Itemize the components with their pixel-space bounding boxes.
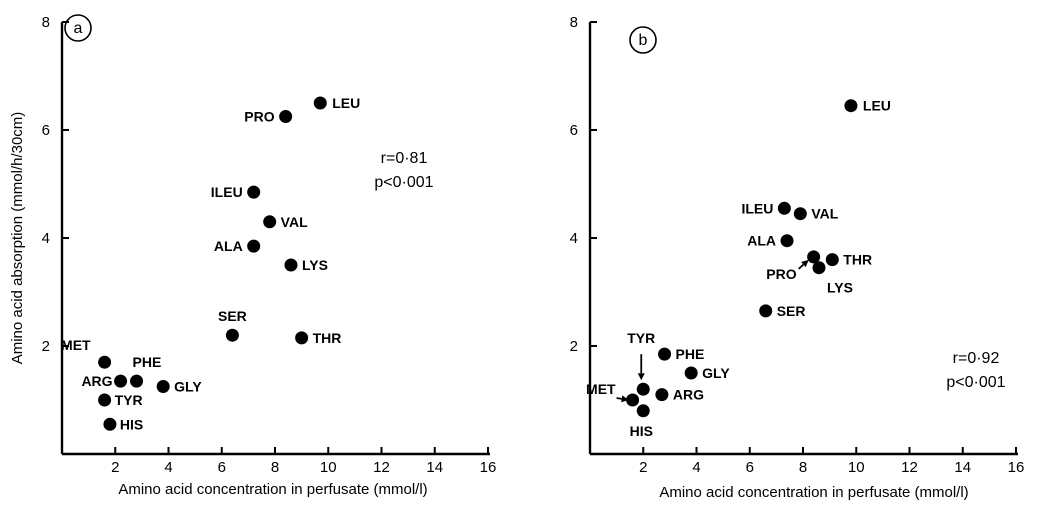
point-ileu-label: ILEU <box>211 184 243 200</box>
point-ala <box>780 234 794 248</box>
point-val-label: VAL <box>811 206 838 222</box>
point-val <box>263 215 277 229</box>
point-tyr <box>636 382 650 396</box>
x-tick-label: 16 <box>480 459 497 476</box>
x-tick-label: 14 <box>426 459 443 476</box>
point-arg-label: ARG <box>81 373 112 389</box>
point-lys <box>812 261 826 275</box>
arrow-met-head <box>621 395 629 403</box>
point-tyr <box>98 393 112 407</box>
point-gly <box>684 366 698 380</box>
arrow-tyr-head <box>637 373 645 381</box>
point-arg <box>655 388 669 402</box>
x-tick-label: 4 <box>164 459 172 476</box>
stats-annotation: p<0·001 <box>374 174 433 191</box>
point-ser <box>759 304 773 318</box>
point-pro-label: PRO <box>244 109 274 125</box>
panel-label: a <box>74 20 83 37</box>
point-his <box>636 404 650 418</box>
point-phe <box>658 347 672 361</box>
x-axis-label: Amino acid concentration in perfusate (m… <box>659 484 968 501</box>
point-pro <box>279 110 293 123</box>
stats-annotation: p<0·001 <box>946 374 1005 391</box>
point-arg <box>114 374 128 388</box>
point-phe-label: PHE <box>133 354 162 370</box>
point-tyr-label: TYR <box>115 392 143 408</box>
x-tick-label: 2 <box>639 459 647 476</box>
point-thr-label: THR <box>843 252 872 268</box>
panel-a: 2 4 6 8 2 4 6 8 10 12 14 16 Amino acid concentration… <box>9 14 496 498</box>
x-tick-label: 14 <box>954 459 971 476</box>
point-met-label: MET <box>586 381 616 397</box>
point-leu <box>844 99 858 113</box>
y-tick-label: 8 <box>570 14 578 31</box>
point-gly-label: GLY <box>174 379 202 395</box>
y-tick-label: 8 <box>42 14 50 31</box>
x-axis-label: Amino acid concentration in perfusate (m… <box>118 481 427 498</box>
point-val-label: VAL <box>281 214 308 230</box>
point-met <box>626 393 640 407</box>
point-pro-label: PRO <box>766 266 796 282</box>
point-met <box>98 355 112 369</box>
x-tick-label: 4 <box>692 459 700 476</box>
y-tick-label: 6 <box>42 122 50 139</box>
y-tick-label: 4 <box>42 230 50 247</box>
point-leu-label: LEU <box>332 95 360 111</box>
point-thr <box>825 253 839 267</box>
x-tick-label: 10 <box>848 459 865 476</box>
x-tick-label: 2 <box>111 459 119 476</box>
point-val <box>793 207 807 221</box>
point-thr <box>295 331 309 345</box>
point-met-label: MET <box>61 337 91 353</box>
x-tick-label: 6 <box>746 459 754 476</box>
point-ileu <box>777 201 791 215</box>
y-tick-label: 2 <box>570 338 578 355</box>
point-phe <box>130 374 144 388</box>
point-his-label: HIS <box>630 423 653 439</box>
point-his-label: HIS <box>120 416 143 432</box>
arrow-pro-shaft <box>798 263 805 270</box>
x-tick-label: 12 <box>901 459 918 476</box>
stats-annotation: r=0·81 <box>381 150 428 167</box>
point-lys-label: LYS <box>827 280 853 296</box>
point-ala-label: ALA <box>214 238 243 254</box>
y-tick-label: 2 <box>42 338 50 355</box>
point-ala <box>247 239 261 253</box>
panel-label-circle <box>629 26 657 54</box>
point-thr-label: THR <box>313 330 342 346</box>
y-tick-label: 6 <box>570 122 578 139</box>
panel-label-circle <box>64 14 92 42</box>
point-gly <box>156 380 170 393</box>
point-leu <box>313 96 327 110</box>
x-tick-label: 12 <box>373 459 390 476</box>
point-ileu-label: ILEU <box>741 200 773 216</box>
x-tick-label: 8 <box>271 459 279 476</box>
arrow-met-shaft <box>616 397 622 400</box>
point-tyr-label: TYR <box>627 330 655 346</box>
point-ser <box>225 328 239 342</box>
arrow-pro-head <box>801 259 809 268</box>
panel-b: 2 4 6 8 2 4 6 8 10 12 14 16 Amino acid concentration… <box>570 14 1025 501</box>
point-ala-label: ALA <box>747 233 776 249</box>
point-ser-label: SER <box>218 308 247 324</box>
point-ser-label: SER <box>777 303 806 319</box>
point-his <box>103 417 117 431</box>
point-arg-label: ARG <box>673 387 704 403</box>
x-tick-label: 16 <box>1008 459 1025 476</box>
x-tick-label: 10 <box>320 459 337 476</box>
x-tick-label: 6 <box>218 459 226 476</box>
panel-label: b <box>639 32 648 49</box>
x-tick-label: 8 <box>799 459 807 476</box>
y-tick-label: 4 <box>570 230 578 247</box>
stats-annotation: r=0·92 <box>953 350 1000 367</box>
point-ileu <box>247 185 261 199</box>
point-lys <box>284 258 298 272</box>
point-leu-label: LEU <box>863 98 891 114</box>
point-gly-label: GLY <box>702 365 730 381</box>
point-lys-label: LYS <box>302 257 328 273</box>
point-pro <box>807 250 821 264</box>
y-axis-label: Amino acid absorption (mmol/h/30cm) <box>9 112 26 365</box>
point-phe-label: PHE <box>676 346 705 362</box>
